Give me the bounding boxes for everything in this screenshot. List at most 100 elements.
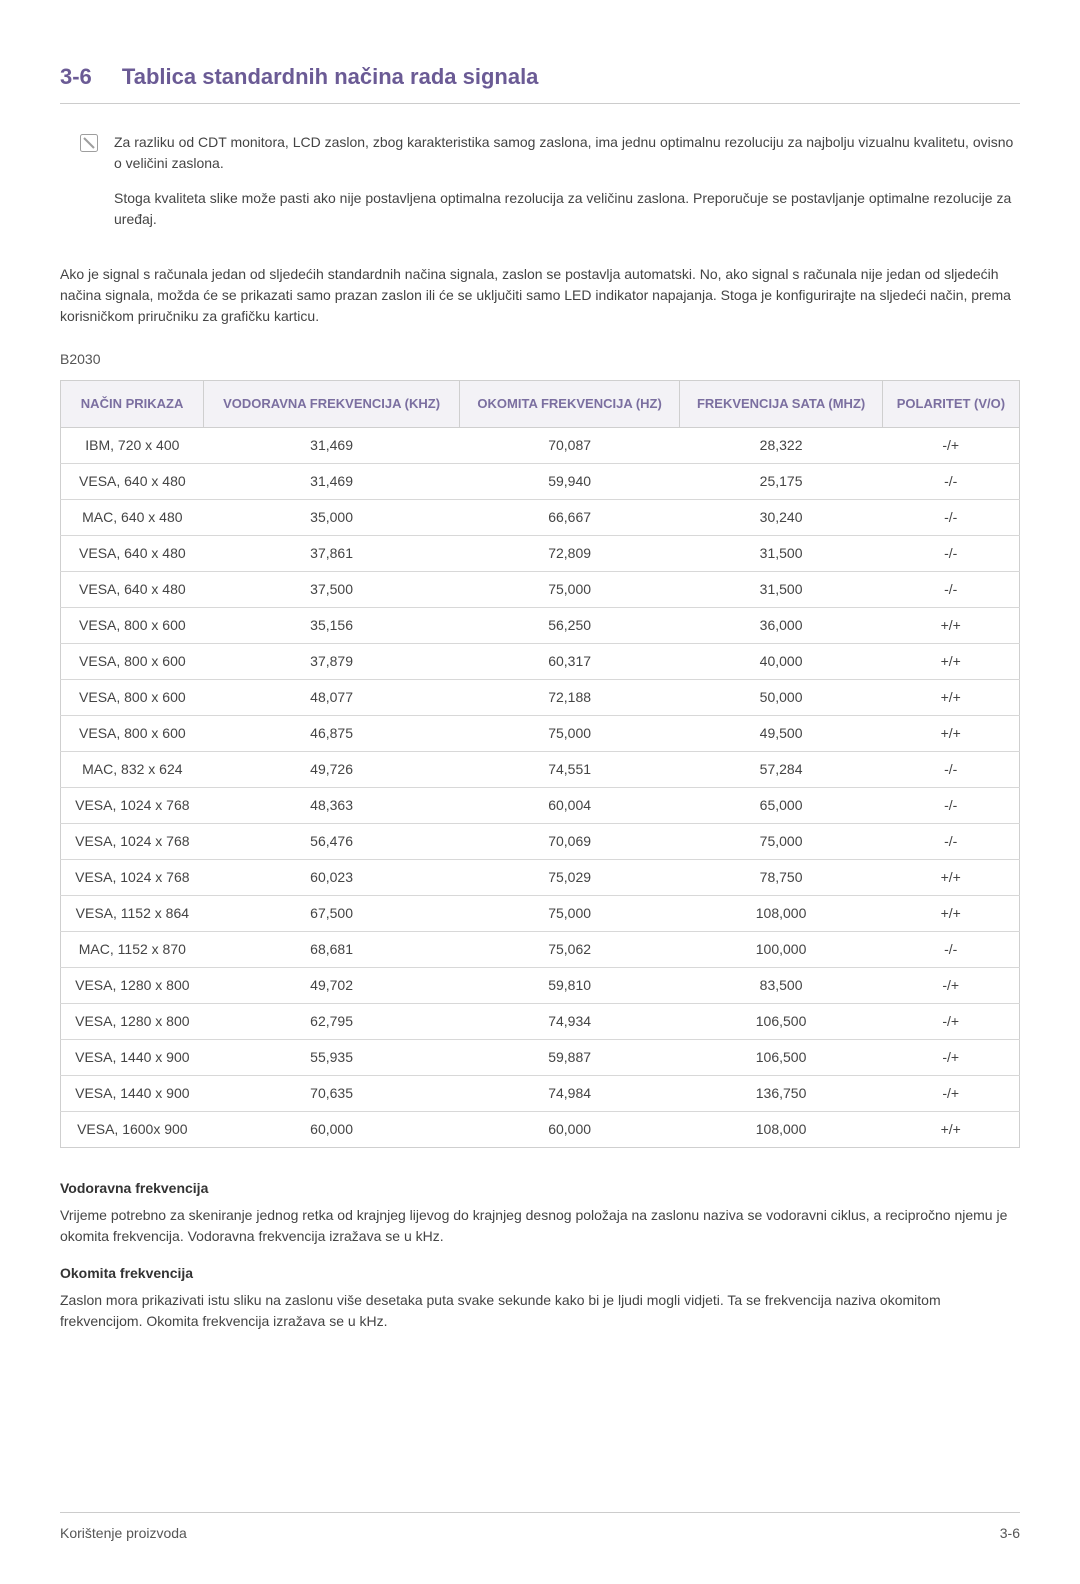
table-cell: 68,681 <box>204 931 460 967</box>
table-cell: VESA, 800 x 600 <box>61 715 204 751</box>
table-cell: 60,004 <box>460 787 680 823</box>
table-row: VESA, 640 x 48037,86172,80931,500-/- <box>61 535 1020 571</box>
table-cell: VESA, 1024 x 768 <box>61 859 204 895</box>
table-cell: IBM, 720 x 400 <box>61 427 204 463</box>
def-vfreq-title: Okomita frekvencija <box>60 1263 1020 1284</box>
table-cell: VESA, 800 x 600 <box>61 679 204 715</box>
table-cell: -/- <box>882 931 1019 967</box>
table-cell: 78,750 <box>680 859 883 895</box>
table-cell: 75,000 <box>460 571 680 607</box>
table-cell: 55,935 <box>204 1039 460 1075</box>
table-header-row: NAČIN PRIKAZA VODORAVNA FREKVENCIJA (KHZ… <box>61 381 1020 428</box>
table-cell: 37,879 <box>204 643 460 679</box>
table-cell: 59,810 <box>460 967 680 1003</box>
note-paragraph-1: Za razliku od CDT monitora, LCD zaslon, … <box>114 132 1020 174</box>
table-cell: -/+ <box>882 1075 1019 1111</box>
table-cell: +/+ <box>882 643 1019 679</box>
section-heading: 3-6 Tablica standardnih načina rada sign… <box>60 60 1020 104</box>
model-label: B2030 <box>60 349 1020 370</box>
table-cell: 108,000 <box>680 895 883 931</box>
table-cell: +/+ <box>882 607 1019 643</box>
table-cell: VESA, 1024 x 768 <box>61 823 204 859</box>
table-cell: VESA, 1600x 900 <box>61 1111 204 1147</box>
table-row: IBM, 720 x 40031,46970,08728,322-/+ <box>61 427 1020 463</box>
table-cell: 31,500 <box>680 535 883 571</box>
def-hfreq-text: Vrijeme potrebno za skeniranje jednog re… <box>60 1205 1020 1247</box>
intro-paragraph: Ako je signal s računala jedan od sljede… <box>60 264 1020 327</box>
note-icon <box>80 134 104 244</box>
table-cell: VESA, 1280 x 800 <box>61 1003 204 1039</box>
table-row: VESA, 1024 x 76848,36360,00465,000-/- <box>61 787 1020 823</box>
col-vfreq: OKOMITA FREKVENCIJA (HZ) <box>460 381 680 428</box>
table-cell: 136,750 <box>680 1075 883 1111</box>
footer-right: 3-6 <box>1000 1523 1020 1544</box>
table-cell: VESA, 640 x 480 <box>61 571 204 607</box>
table-cell: 70,069 <box>460 823 680 859</box>
note-block: Za razliku od CDT monitora, LCD zaslon, … <box>80 132 1020 244</box>
table-cell: -/- <box>882 823 1019 859</box>
table-cell: 75,000 <box>460 715 680 751</box>
col-clock: FREKVENCIJA SATA (MHZ) <box>680 381 883 428</box>
table-cell: 60,000 <box>460 1111 680 1147</box>
table-row: MAC, 1152 x 87068,68175,062100,000-/- <box>61 931 1020 967</box>
table-cell: 31,500 <box>680 571 883 607</box>
table-cell: VESA, 1024 x 768 <box>61 787 204 823</box>
table-cell: 72,809 <box>460 535 680 571</box>
footer-left: Korištenje proizvoda <box>60 1523 187 1544</box>
table-cell: 37,500 <box>204 571 460 607</box>
table-cell: -/- <box>882 571 1019 607</box>
section-title-text: Tablica standardnih načina rada signala <box>122 64 539 89</box>
table-cell: -/- <box>882 787 1019 823</box>
table-cell: 49,726 <box>204 751 460 787</box>
table-cell: 59,887 <box>460 1039 680 1075</box>
table-cell: -/+ <box>882 1003 1019 1039</box>
table-cell: 59,940 <box>460 463 680 499</box>
page-footer: Korištenje proizvoda 3-6 <box>60 1512 1020 1544</box>
table-cell: 46,875 <box>204 715 460 751</box>
note-paragraph-2: Stoga kvaliteta slike može pasti ako nij… <box>114 188 1020 230</box>
table-row: VESA, 1280 x 80049,70259,81083,500-/+ <box>61 967 1020 1003</box>
table-cell: VESA, 1440 x 900 <box>61 1039 204 1075</box>
table-cell: 83,500 <box>680 967 883 1003</box>
table-row: VESA, 1024 x 76856,47670,06975,000-/- <box>61 823 1020 859</box>
table-cell: 50,000 <box>680 679 883 715</box>
table-row: VESA, 640 x 48031,46959,94025,175-/- <box>61 463 1020 499</box>
table-cell: 48,363 <box>204 787 460 823</box>
table-cell: VESA, 1152 x 864 <box>61 895 204 931</box>
table-cell: 74,934 <box>460 1003 680 1039</box>
table-cell: 35,156 <box>204 607 460 643</box>
table-cell: VESA, 1280 x 800 <box>61 967 204 1003</box>
table-cell: 70,087 <box>460 427 680 463</box>
table-cell: 72,188 <box>460 679 680 715</box>
table-cell: 56,250 <box>460 607 680 643</box>
table-row: VESA, 1152 x 86467,50075,000108,000+/+ <box>61 895 1020 931</box>
table-cell: +/+ <box>882 895 1019 931</box>
table-cell: MAC, 832 x 624 <box>61 751 204 787</box>
table-cell: 60,023 <box>204 859 460 895</box>
section-number: 3-6 <box>60 64 92 89</box>
table-cell: 31,469 <box>204 427 460 463</box>
col-mode: NAČIN PRIKAZA <box>61 381 204 428</box>
signal-mode-table: NAČIN PRIKAZA VODORAVNA FREKVENCIJA (KHZ… <box>60 380 1020 1148</box>
table-cell: 70,635 <box>204 1075 460 1111</box>
table-cell: 30,240 <box>680 499 883 535</box>
table-cell: 75,029 <box>460 859 680 895</box>
table-cell: VESA, 640 x 480 <box>61 463 204 499</box>
table-cell: VESA, 800 x 600 <box>61 643 204 679</box>
table-row: MAC, 832 x 62449,72674,55157,284-/- <box>61 751 1020 787</box>
table-cell: -/- <box>882 751 1019 787</box>
def-vfreq-text: Zaslon mora prikazivati istu sliku na za… <box>60 1290 1020 1332</box>
table-cell: 60,000 <box>204 1111 460 1147</box>
table-cell: -/- <box>882 499 1019 535</box>
definitions-block: Vodoravna frekvencija Vrijeme potrebno z… <box>60 1178 1020 1332</box>
table-cell: VESA, 1440 x 900 <box>61 1075 204 1111</box>
table-cell: 37,861 <box>204 535 460 571</box>
table-cell: -/- <box>882 535 1019 571</box>
table-row: VESA, 800 x 60046,87575,00049,500+/+ <box>61 715 1020 751</box>
table-cell: 25,175 <box>680 463 883 499</box>
table-cell: 36,000 <box>680 607 883 643</box>
table-row: VESA, 800 x 60035,15656,25036,000+/+ <box>61 607 1020 643</box>
table-cell: 67,500 <box>204 895 460 931</box>
table-cell: -/- <box>882 463 1019 499</box>
table-cell: 62,795 <box>204 1003 460 1039</box>
